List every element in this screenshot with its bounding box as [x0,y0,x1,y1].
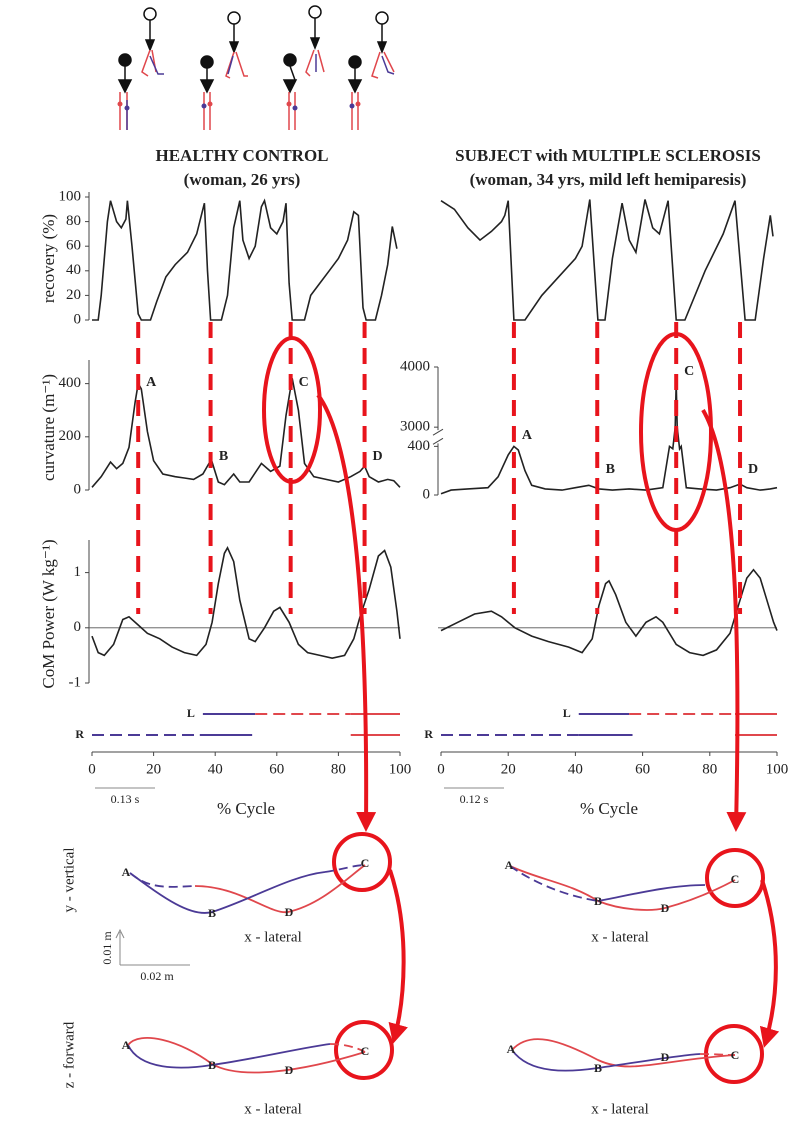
gait-label: R [75,727,84,741]
axis-label: x - lateral [244,1101,301,1117]
point-label: D [661,1050,670,1064]
scale-label: 0.01 m [100,931,114,965]
y-tick-label: 1 [74,564,82,580]
point-label: C [731,872,740,886]
scale-bar-label: 0.12 s [460,792,489,806]
scale-bar-label: 0.13 s [111,792,140,806]
y-tick-label: 200 [59,428,82,444]
event-label: D [748,462,758,477]
y-tick-label: 60 [66,238,81,254]
y-tick-label: 0 [74,619,82,635]
gait-label: L [187,706,195,720]
y-tick-label: 4000 [400,358,430,374]
x-tick-label: 80 [702,761,717,777]
point-label: C [361,1044,370,1058]
data-line [91,546,401,660]
y-axis-label: recovery (%) [39,214,58,303]
y-axis-label: curvature (m⁻¹) [39,374,58,481]
y-tick-label: 80 [66,213,81,229]
event-label: C [299,375,309,390]
y-tick-label: 400 [59,375,82,391]
axis-label: z - forward [61,1021,77,1088]
x-tick-label: 40 [568,761,583,777]
axis-break [432,428,444,436]
x-tick-label: 20 [501,761,516,777]
x-tick-label: 60 [269,761,284,777]
axis-break [432,437,444,445]
axis-label: x - lateral [591,1101,648,1117]
point-label: D [285,905,294,919]
point-label: A [505,858,514,872]
data-line [92,198,398,321]
x-tick-label: 60 [635,761,650,777]
x-tick-label: 100 [766,761,789,777]
point-label: B [208,906,216,920]
point-label: A [507,1042,516,1056]
header-title: SUBJECT with MULTIPLE SCLEROSIS [455,146,761,165]
y-tick-label: 0 [74,311,82,327]
event-label: B [606,462,615,477]
event-label: A [522,428,533,443]
y-tick-label: 3000 [400,419,430,435]
point-label: C [731,1048,740,1062]
data-line [440,199,774,321]
axis-label: y - vertical [61,848,77,913]
scale-label: 0.02 m [140,969,174,983]
point-label: D [661,901,670,915]
header-subtitle: (woman, 34 yrs, mild left hemiparesis) [470,170,747,189]
point-label: B [208,1058,216,1072]
trajectory-labels: A B C D A B C D A B C D A B C D y - vert… [61,848,739,1118]
y-tick-label: 0 [423,486,431,502]
event-label: A [146,375,157,390]
gait-label: R [424,727,433,741]
y-tick-label: 20 [66,287,81,303]
y-tick-label: 40 [66,262,81,278]
y-tick-label: -1 [69,674,82,690]
axis-label: x - lateral [244,929,301,945]
x-tick-label: 20 [146,761,161,777]
x-tick-label: 80 [331,761,346,777]
point-label: C [361,856,370,870]
header-subtitle: (woman, 26 yrs) [184,170,301,189]
event-label: D [373,449,383,464]
x-tick-label: 40 [208,761,223,777]
y-tick-label: 100 [59,188,82,204]
highlights [262,332,780,1084]
point-label: B [594,894,602,908]
gait-label: L [563,706,571,720]
x-axis-label: % Cycle [580,799,638,818]
data-line [440,568,778,657]
stick-figures [117,5,395,130]
y-tick-label: 400 [408,438,431,454]
point-label: A [122,865,131,879]
event-label: B [219,449,228,464]
point-label: D [285,1063,294,1077]
axis-label: x - lateral [591,929,648,945]
y-axis-label: CoM Power (W kg⁻¹) [39,539,58,688]
point-label: B [594,1061,602,1075]
x-tick-label: 0 [437,761,445,777]
trajectories [115,864,736,1074]
x-tick-label: 0 [88,761,96,777]
x-tick-label: 100 [389,761,412,777]
x-axis-label: % Cycle [217,799,275,818]
point-label: A [122,1038,131,1052]
event-label: C [684,364,694,379]
y-tick-label: 0 [74,481,82,497]
header-title: HEALTHY CONTROL [155,146,328,165]
